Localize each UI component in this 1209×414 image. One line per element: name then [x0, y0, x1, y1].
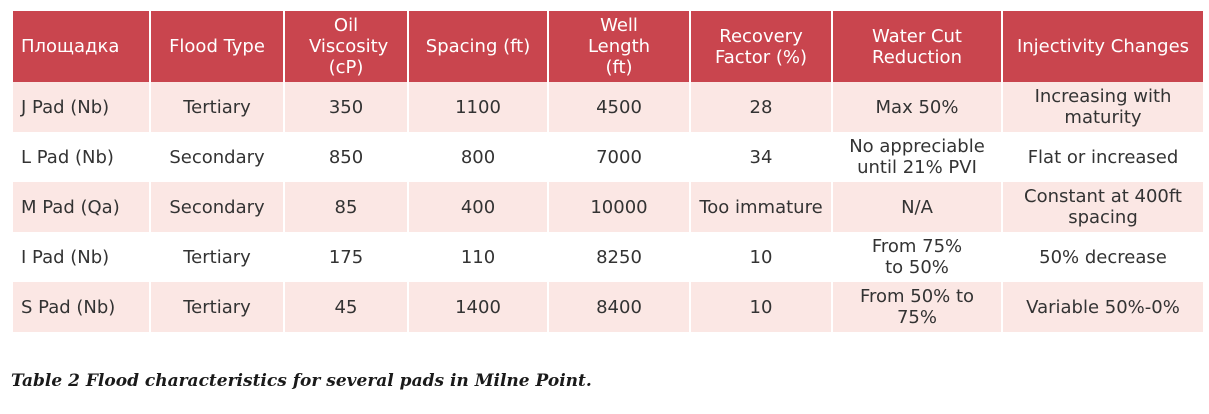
cell-recovery-factor: 10 [691, 282, 831, 332]
col-header-pad: Площадка [13, 11, 149, 82]
cell-pad: J Pad (Nb) [13, 82, 149, 132]
cell-flood-type: Tertiary [151, 282, 283, 332]
flood-characteristics-table: Площадка Flood Type Oil Viscosity (cP) S… [11, 11, 1205, 332]
cell-water-cut-reduction: From 75% to 50% [833, 232, 1001, 282]
cell-water-cut-reduction: Max 50% [833, 82, 1001, 132]
cell-injectivity-changes: 50% decrease [1003, 232, 1203, 282]
cell-oil-viscosity: 175 [285, 232, 407, 282]
cell-flood-type: Tertiary [151, 232, 283, 282]
cell-injectivity-changes: Increasing with maturity [1003, 82, 1203, 132]
col-header-spacing: Spacing (ft) [409, 11, 547, 82]
cell-spacing: 1400 [409, 282, 547, 332]
cell-pad: I Pad (Nb) [13, 232, 149, 282]
cell-injectivity-changes: Variable 50%-0% [1003, 282, 1203, 332]
cell-flood-type: Secondary [151, 182, 283, 232]
table-row: L Pad (Nb) Secondary 850 800 7000 34 No … [13, 132, 1203, 182]
cell-pad: S Pad (Nb) [13, 282, 149, 332]
cell-spacing: 1100 [409, 82, 547, 132]
table-row: S Pad (Nb) Tertiary 45 1400 8400 10 From… [13, 282, 1203, 332]
cell-oil-viscosity: 850 [285, 132, 407, 182]
table-row: I Pad (Nb) Tertiary 175 110 8250 10 From… [13, 232, 1203, 282]
col-header-oil-viscosity: Oil Viscosity (cP) [285, 11, 407, 82]
cell-recovery-factor: Too immature [691, 182, 831, 232]
cell-spacing: 800 [409, 132, 547, 182]
cell-oil-viscosity: 45 [285, 282, 407, 332]
cell-flood-type: Tertiary [151, 82, 283, 132]
cell-water-cut-reduction: No appreciable until 21% PVI [833, 132, 1001, 182]
cell-pad: L Pad (Nb) [13, 132, 149, 182]
cell-pad: M Pad (Qa) [13, 182, 149, 232]
cell-well-length: 8250 [549, 232, 689, 282]
table-caption: Table 2 Flood characteristics for severa… [11, 371, 592, 391]
cell-oil-viscosity: 85 [285, 182, 407, 232]
col-header-water-cut-reduction: Water Cut Reduction [833, 11, 1001, 82]
cell-recovery-factor: 10 [691, 232, 831, 282]
cell-oil-viscosity: 350 [285, 82, 407, 132]
col-header-well-length: Well Length (ft) [549, 11, 689, 82]
table-header-row: Площадка Flood Type Oil Viscosity (cP) S… [13, 11, 1203, 82]
cell-injectivity-changes: Constant at 400ft spacing [1003, 182, 1203, 232]
cell-spacing: 110 [409, 232, 547, 282]
cell-recovery-factor: 28 [691, 82, 831, 132]
cell-well-length: 4500 [549, 82, 689, 132]
col-header-recovery-factor: Recovery Factor (%) [691, 11, 831, 82]
col-header-flood-type: Flood Type [151, 11, 283, 82]
cell-injectivity-changes: Flat or increased [1003, 132, 1203, 182]
col-header-injectivity-changes: Injectivity Changes [1003, 11, 1203, 82]
cell-well-length: 7000 [549, 132, 689, 182]
table-row: J Pad (Nb) Tertiary 350 1100 4500 28 Max… [13, 82, 1203, 132]
cell-well-length: 10000 [549, 182, 689, 232]
cell-spacing: 400 [409, 182, 547, 232]
cell-water-cut-reduction: N/A [833, 182, 1001, 232]
cell-well-length: 8400 [549, 282, 689, 332]
cell-recovery-factor: 34 [691, 132, 831, 182]
cell-flood-type: Secondary [151, 132, 283, 182]
cell-water-cut-reduction: From 50% to 75% [833, 282, 1001, 332]
table-row: M Pad (Qa) Secondary 85 400 10000 Too im… [13, 182, 1203, 232]
